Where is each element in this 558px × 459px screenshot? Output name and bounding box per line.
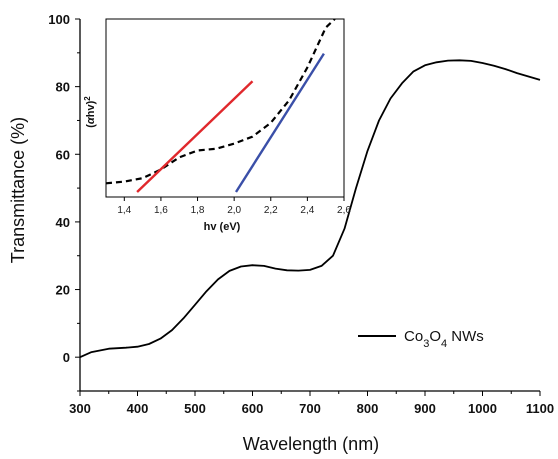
- inset-x-tick-label: 2,0: [227, 205, 241, 216]
- x-tick-label: 900: [414, 401, 436, 416]
- main-ticks: 300 400 500 600 700 800 900 1000 1100 0 20 40 60 80 10…: [48, 12, 554, 416]
- y-tick-label: 40: [56, 215, 70, 230]
- series-line-co3o4: [79, 59, 541, 359]
- inset-x-axis-title: hv (eV): [204, 221, 241, 233]
- x-tick-label: 800: [357, 401, 379, 416]
- inset-x-tick-label: 1,8: [191, 205, 205, 216]
- inset-chart: 1,4 1,6 1,8 2,0 2,2 2,4 2,6 hv (eV) (αhv)2: [83, 18, 351, 233]
- x-tick-label: 300: [69, 401, 91, 416]
- legend-label: Co3O4 NWs: [404, 328, 484, 350]
- legend: Co3O4 NWs: [358, 328, 484, 350]
- y-tick-label: 0: [63, 350, 70, 365]
- x-tick-label: 1000: [468, 401, 497, 416]
- x-tick-label: 600: [242, 401, 264, 416]
- x-tick-label: 400: [127, 401, 149, 416]
- inset-x-tick-label: 2,4: [300, 205, 314, 216]
- inset-x-tick-label: 2,6: [337, 205, 351, 216]
- inset-red-fit-line: [136, 80, 254, 193]
- y-tick-label: 100: [48, 12, 70, 27]
- inset-dashed-curve: [106, 19, 336, 185]
- x-tick-label: 700: [299, 401, 321, 416]
- inset-x-tick-label: 2,2: [264, 205, 278, 216]
- inset-y-axis-title: (αhv)2: [83, 96, 98, 128]
- inset-x-tick-label: 1,4: [117, 205, 131, 216]
- inset-series: [106, 19, 336, 193]
- inset-blue-fit-line: [234, 52, 325, 193]
- main-series: [79, 59, 541, 359]
- y-axis-title: Transmittance (%): [8, 117, 28, 263]
- x-tick-label: 1100: [526, 401, 554, 416]
- inset-ticks: 1,4 1,6 1,8 2,0 2,2 2,4 2,6: [117, 197, 351, 216]
- x-tick-label: 500: [184, 401, 206, 416]
- x-axis-title: Wavelength (nm): [243, 434, 379, 454]
- y-tick-label: 60: [56, 147, 70, 162]
- y-tick-label: 20: [56, 283, 70, 298]
- y-tick-label: 80: [56, 80, 70, 95]
- inset-x-tick-label: 1,6: [154, 205, 168, 216]
